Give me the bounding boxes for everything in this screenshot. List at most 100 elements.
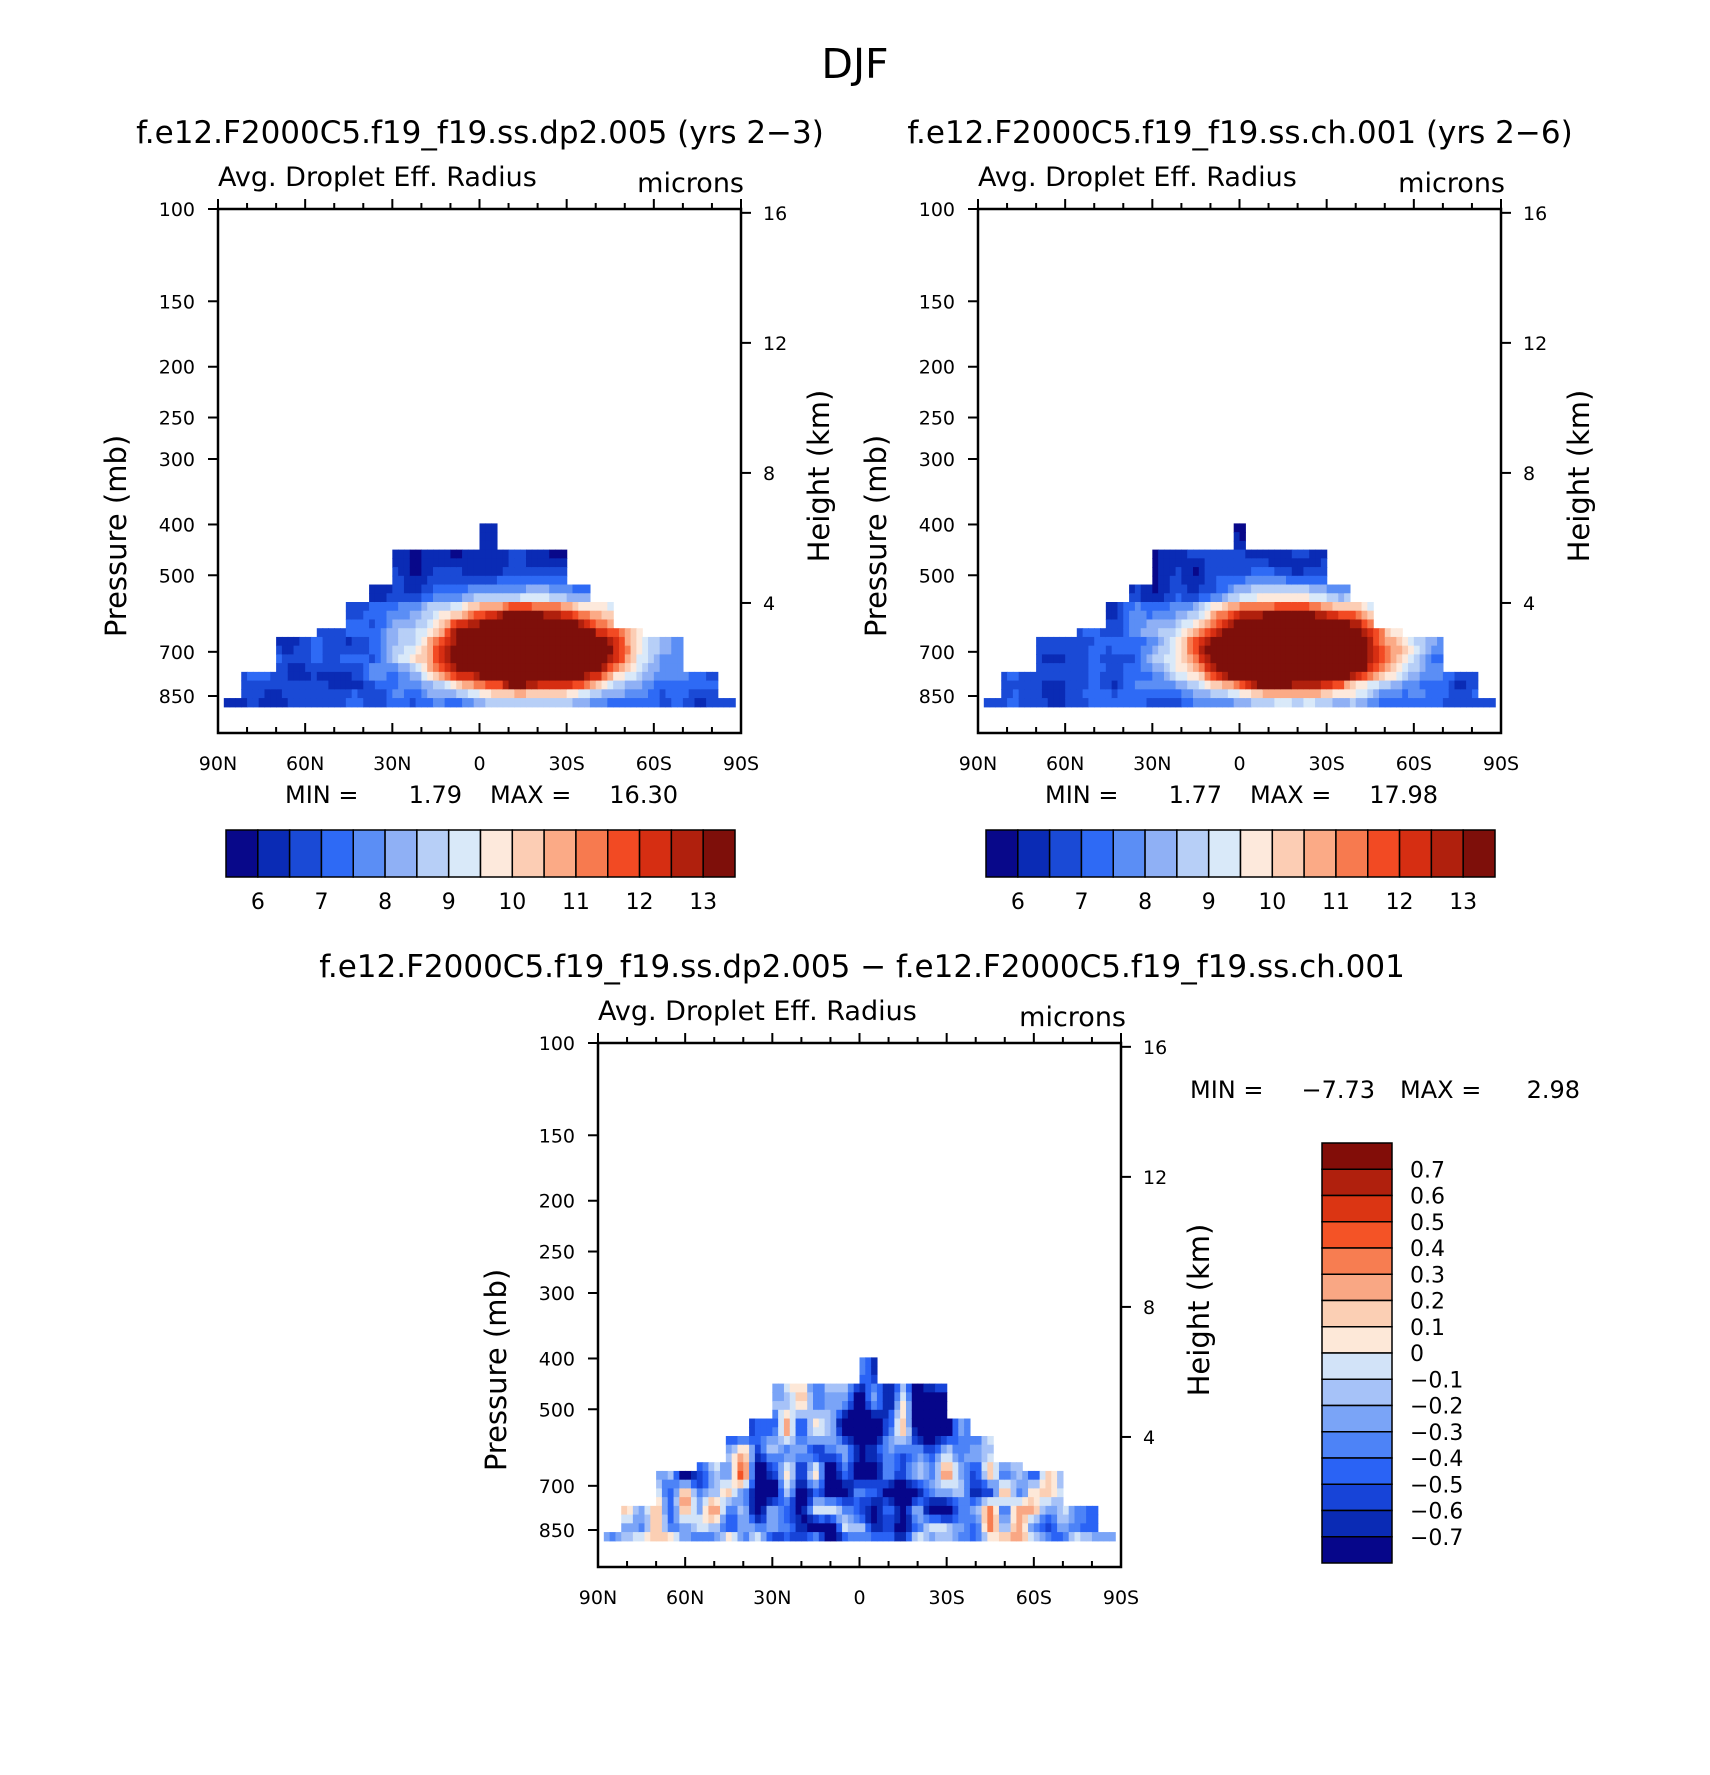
- field-cell: [1280, 636, 1287, 647]
- field-cell: [1065, 698, 1072, 708]
- field-cell: [1320, 584, 1328, 594]
- field-cell: [1045, 1532, 1052, 1542]
- field-cell: [386, 671, 393, 682]
- field-cell: [871, 1383, 878, 1393]
- field-cell: [1030, 680, 1037, 690]
- field-cell: [1163, 645, 1171, 655]
- field-cell: [1152, 680, 1159, 690]
- field-cell: [1036, 698, 1043, 708]
- field-cell: [1320, 575, 1328, 586]
- field-cell: [1320, 593, 1328, 603]
- field-cell: [923, 1436, 930, 1446]
- field-cell: [496, 628, 504, 638]
- field-cell: [392, 567, 399, 577]
- field-cell: [690, 1497, 698, 1507]
- field-cell: [316, 663, 324, 673]
- field-cell: [1303, 636, 1310, 647]
- field-cell: [1012, 689, 1020, 699]
- x-tick-label: 60S: [636, 753, 672, 775]
- field-cell: [998, 1514, 1006, 1524]
- field-cell: [1320, 680, 1328, 690]
- field-cell: [923, 1409, 930, 1420]
- y-tick-label: 850: [539, 1520, 575, 1542]
- field-cell: [1326, 619, 1334, 629]
- field-cell: [818, 1497, 826, 1507]
- field-cell: [508, 593, 515, 603]
- field-cell: [305, 654, 312, 664]
- field-cell: [1204, 593, 1212, 603]
- field-cell: [601, 602, 608, 612]
- field-cell: [847, 1505, 855, 1516]
- field-cell: [772, 1427, 779, 1437]
- field-cell: [618, 663, 626, 673]
- field-cell: [392, 602, 399, 612]
- field-cell: [363, 602, 370, 612]
- field-cell: [685, 1514, 692, 1524]
- field-cell: [836, 1401, 843, 1411]
- field-cell: [1233, 680, 1241, 690]
- field-cell: [830, 1418, 837, 1428]
- field-cell: [743, 1444, 750, 1455]
- field-cell: [842, 1497, 849, 1507]
- colorbar-swatch: [1321, 1457, 1393, 1485]
- field-cell: [1222, 619, 1229, 629]
- field-cell: [1280, 558, 1287, 568]
- field-cell: [1262, 636, 1270, 647]
- field-cell: [1187, 567, 1194, 577]
- field-cell: [1274, 663, 1281, 673]
- field-cell: [520, 654, 527, 664]
- field-cell: [473, 628, 481, 638]
- field-cell: [473, 654, 481, 664]
- colorbar-label: 0: [1410, 1342, 1424, 1367]
- field-cell: [1309, 558, 1316, 568]
- field-cell: [1384, 680, 1392, 690]
- field-cell: [334, 628, 341, 638]
- field-cell: [911, 1383, 919, 1393]
- field-cell: [917, 1409, 925, 1420]
- field-cell: [1018, 680, 1026, 690]
- field-cell: [281, 636, 289, 647]
- field-cell: [572, 689, 579, 699]
- field-cell: [1198, 567, 1206, 577]
- field-cell: [1344, 698, 1351, 708]
- field-cell: [1086, 1523, 1093, 1533]
- field-cell: [374, 602, 382, 612]
- field-cell: [618, 636, 626, 647]
- field-cell: [894, 1436, 901, 1446]
- field-cell: [1134, 636, 1142, 647]
- field-cell: [1146, 645, 1153, 655]
- colorbar-swatch: [1321, 1273, 1393, 1302]
- field-cell: [679, 1470, 686, 1481]
- field-cell: [1251, 671, 1258, 682]
- field-cell: [1251, 584, 1258, 594]
- field-cell: [1163, 602, 1171, 612]
- y-tick-label: 700: [539, 1476, 575, 1498]
- field-cell: [1309, 663, 1316, 673]
- field-cell: [882, 1418, 890, 1428]
- field-cell: [1001, 698, 1008, 708]
- field-cell: [1175, 680, 1182, 690]
- field-cell: [842, 1401, 849, 1411]
- field-cell: [1041, 636, 1049, 647]
- field-cell: [584, 636, 591, 647]
- field-cell: [871, 1453, 878, 1463]
- field-cell: [783, 1497, 791, 1507]
- field-cell: [859, 1462, 866, 1472]
- field-cell: [789, 1514, 797, 1524]
- field-cell: [1163, 636, 1171, 647]
- field-cell: [946, 1488, 954, 1498]
- field-cell: [981, 1470, 988, 1481]
- field-cell: [1326, 628, 1334, 638]
- field-cell: [1163, 654, 1171, 664]
- field-cell: [479, 619, 486, 629]
- field-cell: [566, 584, 574, 594]
- field-cell: [491, 593, 498, 603]
- field-cell: [1016, 1514, 1023, 1524]
- field-cell: [1158, 567, 1165, 577]
- field-cell: [1367, 636, 1374, 647]
- field-cell: [357, 610, 364, 621]
- field-cell: [935, 1436, 942, 1446]
- field-cell: [473, 636, 481, 647]
- field-cell: [871, 1418, 878, 1428]
- field-cell: [859, 1418, 866, 1428]
